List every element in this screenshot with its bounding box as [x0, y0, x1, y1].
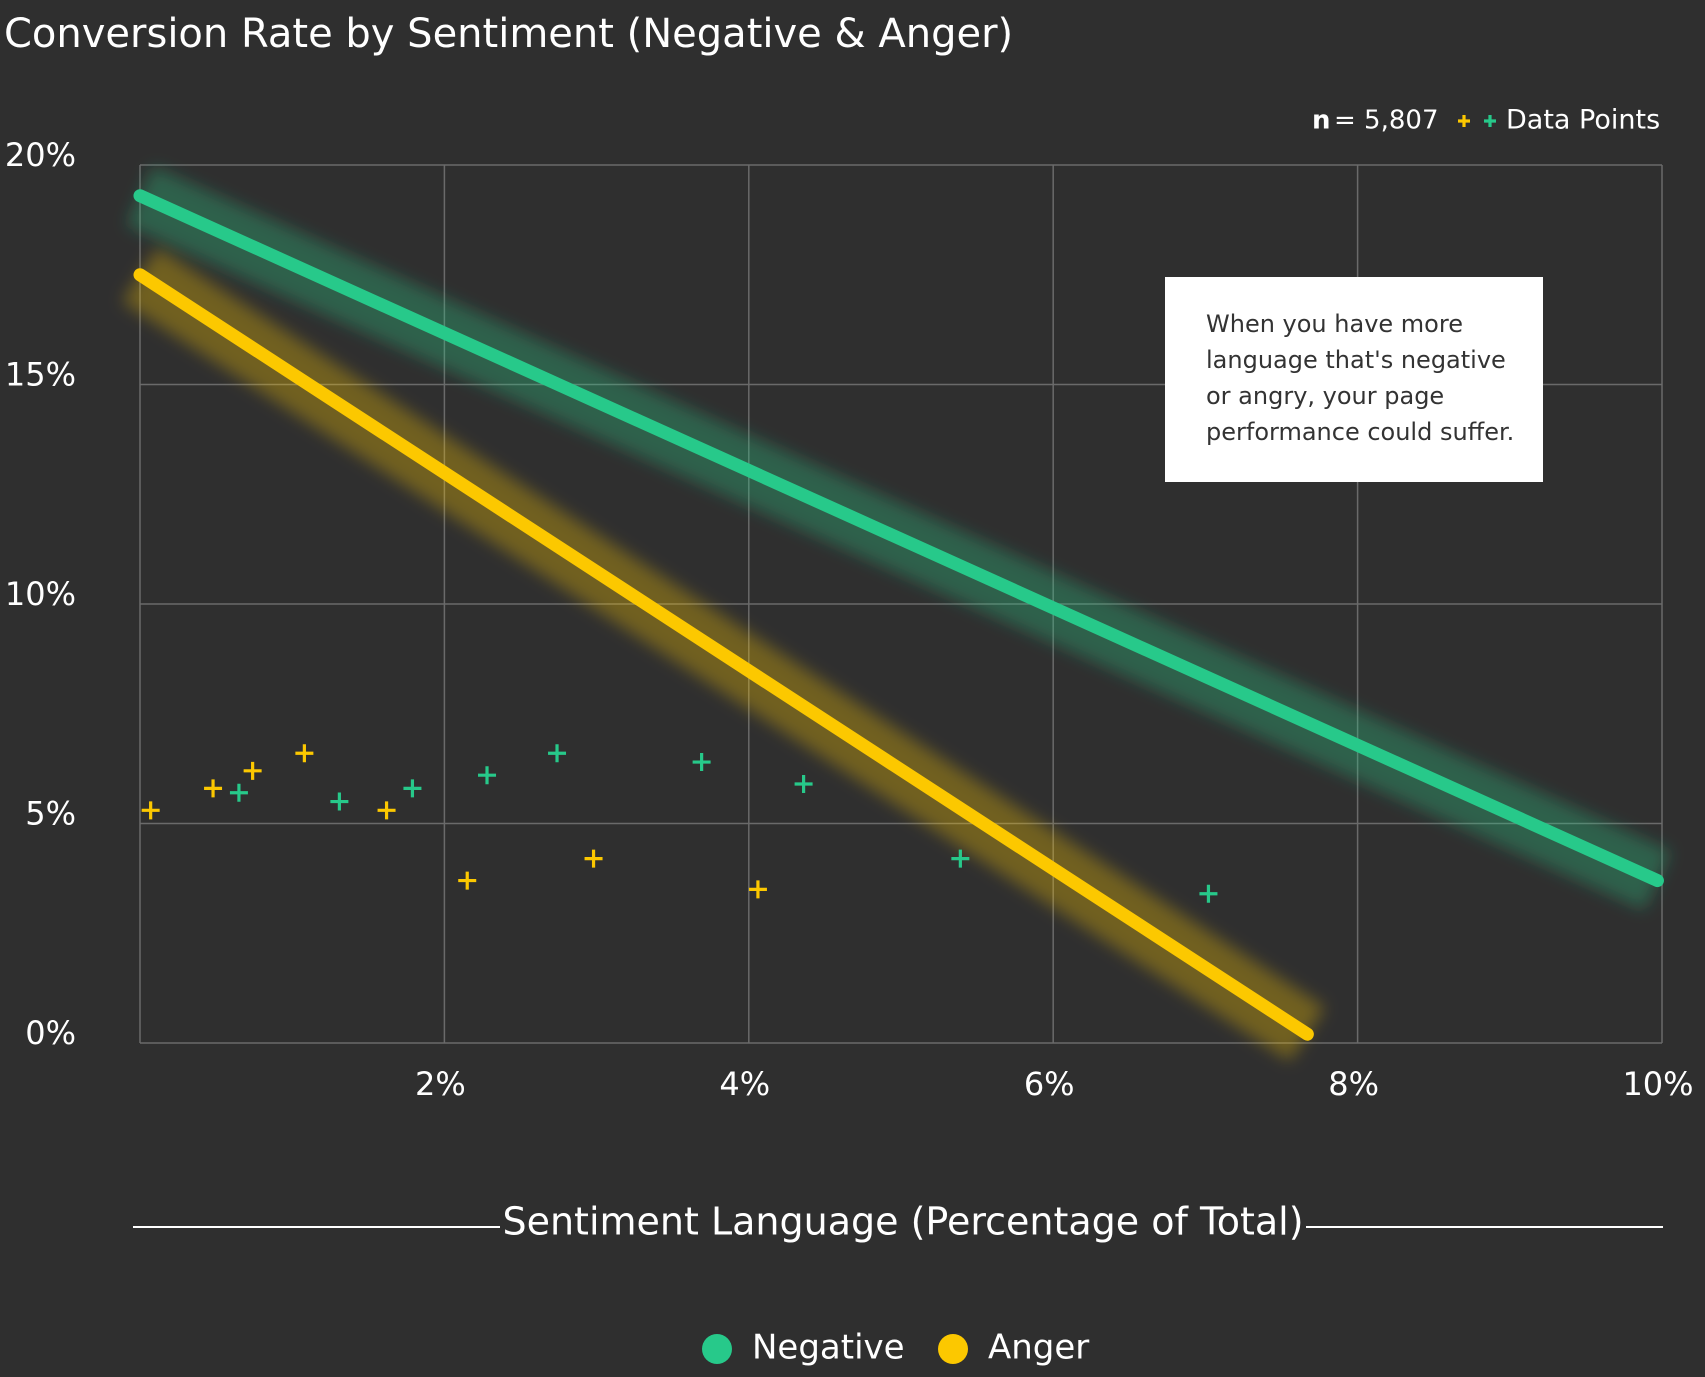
data-point [478, 766, 497, 785]
data-point [141, 801, 160, 820]
legend: Negative Anger [702, 1328, 1089, 1368]
x-tick-label: 8% [1328, 1065, 1379, 1103]
points-legend-label: Data Points [1506, 105, 1660, 136]
legend-label: Anger [988, 1328, 1089, 1368]
points-legend-marker [1484, 115, 1496, 127]
y-tick-label: 5% [25, 795, 76, 833]
legend-swatch [702, 1334, 732, 1364]
annotation-line: performance could suffer. [1206, 418, 1514, 446]
x-tick-label: 4% [719, 1065, 770, 1103]
y-tick-label: 0% [25, 1014, 76, 1052]
annotation-line: language that's negative [1206, 346, 1506, 374]
annotation-text: When you have more language that's negati… [1206, 310, 1514, 446]
points-legend: Data Points [1458, 105, 1660, 136]
data-point [951, 849, 970, 868]
x-tick-label: 6% [1024, 1065, 1075, 1103]
annotation-line: or angry, your page [1206, 382, 1444, 410]
sample-size-label: n [1312, 106, 1331, 136]
annotation-line: When you have more [1206, 310, 1463, 338]
data-point [403, 779, 422, 798]
trend-line [133, 189, 1664, 888]
x-tick-label: 2% [415, 1065, 466, 1103]
trend-line [133, 268, 1314, 1041]
plot [122, 166, 1671, 1062]
annotation-box [1165, 277, 1543, 482]
data-point [204, 779, 223, 798]
data-point [229, 783, 248, 802]
y-tick-label: 20% [5, 136, 76, 174]
legend-label: Negative [752, 1328, 905, 1368]
sample-size-value: = 5,807 [1334, 106, 1438, 136]
y-tick-label: 10% [5, 575, 76, 613]
y-tick-label: 15% [5, 356, 76, 394]
annotation: When you have more language that's negati… [1165, 277, 1543, 482]
data-point [295, 744, 314, 763]
data-point [1199, 884, 1218, 903]
data-point [748, 880, 767, 899]
x-axis-title: Sentiment Language (Percentage of Total) [502, 1200, 1303, 1244]
legend-swatch [938, 1334, 968, 1364]
data-point [584, 849, 603, 868]
chart-title: Conversion Rate by Sentiment (Negative &… [4, 11, 1013, 57]
data-point [377, 801, 396, 820]
data-point [330, 792, 349, 811]
data-point [243, 761, 262, 780]
data-point [794, 774, 813, 793]
data-point [458, 871, 477, 890]
data-point [692, 753, 711, 772]
points-legend-marker [1458, 115, 1470, 127]
x-tick-label: 10% [1622, 1065, 1693, 1103]
data-point [548, 744, 567, 763]
